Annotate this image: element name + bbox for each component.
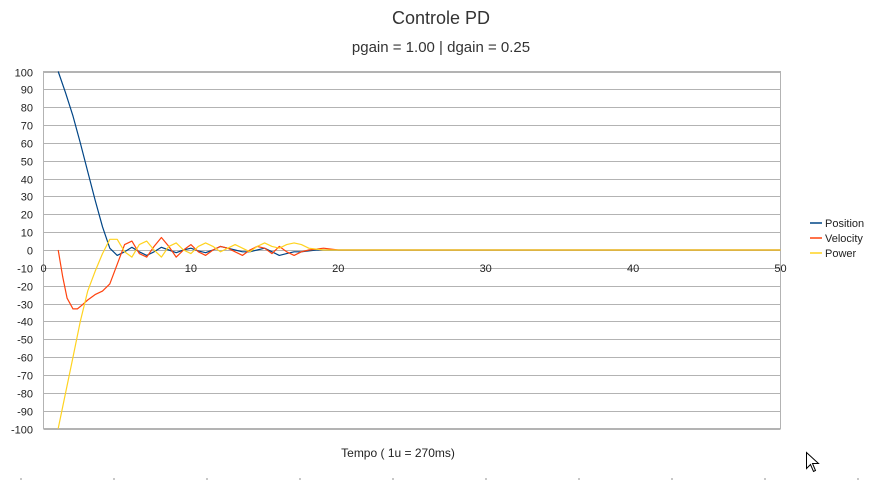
series-lines [57, 71, 781, 429]
y-tick-label: -90 [17, 407, 33, 419]
ruler-tick [671, 478, 673, 480]
ruler-tick [578, 478, 580, 480]
ruler-tick [857, 478, 859, 480]
x-tick-label: 50 [774, 263, 786, 275]
x-axis-label: Tempo ( 1u = 270ms) [341, 446, 455, 460]
y-tick-label: -100 [11, 425, 33, 437]
bottom-ruler-ticks [20, 478, 859, 480]
ruler-tick [764, 478, 766, 480]
ruler-tick [20, 478, 22, 480]
mouse-cursor-icon [806, 451, 820, 473]
y-tick-label: 50 [21, 157, 33, 169]
y-tick-label: -40 [17, 317, 33, 329]
y-tick-label: 90 [21, 85, 33, 97]
y-tick-label: -60 [17, 353, 33, 365]
x-tick-label: 0 [40, 263, 46, 275]
ruler-tick [392, 478, 394, 480]
ruler-tick [113, 478, 115, 480]
ruler-tick [299, 478, 301, 480]
y-tick-label: -30 [17, 300, 33, 312]
y-tick-label: 30 [21, 192, 33, 204]
y-tick-label: 60 [21, 139, 33, 151]
y-tick-label: 80 [21, 103, 33, 115]
legend-label-power: Power [825, 248, 857, 260]
grid [43, 72, 781, 430]
ruler-tick [206, 478, 208, 480]
chart-subtitle: pgain = 1.00 | dgain = 0.25 [352, 39, 530, 56]
y-tick-label: -20 [17, 282, 33, 294]
y-axis-ticks: 1009080706050403020100-10-20-30-40-50-60… [11, 68, 33, 437]
legend-label-position: Position [825, 218, 864, 230]
series-line-velocity [57, 236, 781, 310]
y-tick-label: -70 [17, 371, 33, 383]
chart-title: Controle PD [392, 8, 490, 28]
y-tick-label: 100 [15, 68, 33, 80]
y-tick-label: 10 [21, 228, 33, 240]
ruler-tick [485, 478, 487, 480]
x-axis-ticks: 0 10 20 30 40 50 [40, 263, 786, 275]
x-tick-label: 30 [480, 263, 492, 275]
y-tick-label: 40 [21, 175, 33, 187]
legend: Position Velocity Power [810, 218, 864, 260]
legend-label-velocity: Velocity [825, 233, 863, 245]
y-tick-label: -50 [17, 335, 33, 347]
y-tick-label: 0 [27, 246, 33, 258]
x-tick-label: 20 [332, 263, 344, 275]
series-line-position [57, 71, 781, 256]
y-tick-label: 20 [21, 210, 33, 222]
y-tick-label: -10 [17, 264, 33, 276]
y-tick-label: 70 [21, 121, 33, 133]
series-line-power [57, 238, 781, 429]
y-tick-label: -80 [17, 389, 33, 401]
x-tick-label: 40 [627, 263, 639, 275]
x-tick-label: 10 [185, 263, 197, 275]
